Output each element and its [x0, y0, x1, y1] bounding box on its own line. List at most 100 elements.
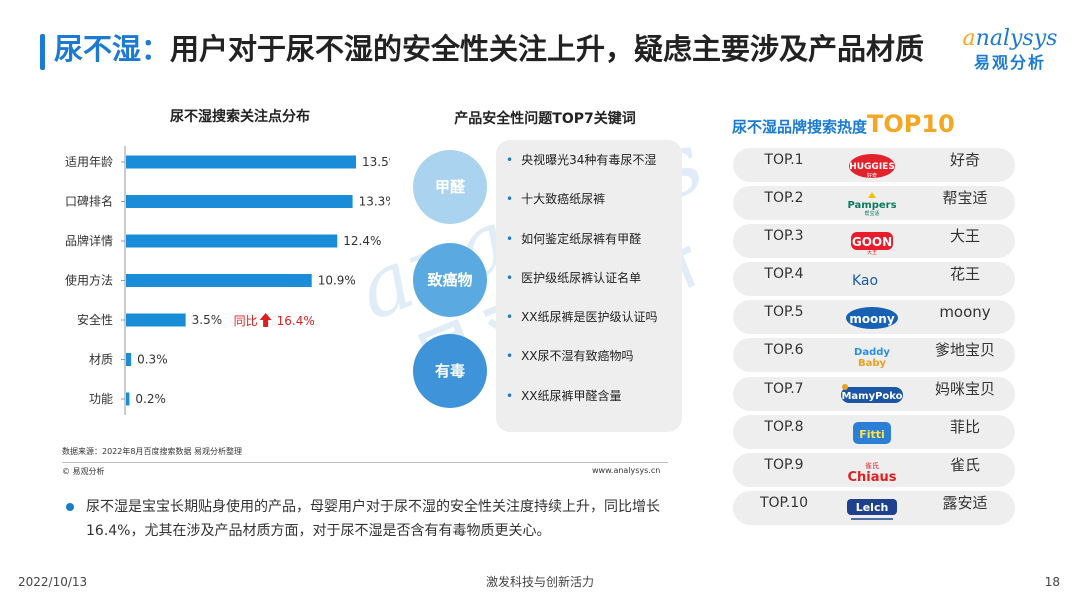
brand-ranking-title-cn: 尿不湿品牌搜索热度 [732, 118, 868, 136]
up-arrow-icon [259, 313, 272, 327]
bar-value-label: 13.5% [362, 155, 390, 169]
keyword-bullet-icon: • [506, 349, 514, 364]
brand-row: TOP.8 Fitti 菲比 [733, 414, 1015, 449]
keyword-category-carcinogen: 致癌物 [413, 243, 487, 317]
bar-category-label: 功能 [89, 392, 113, 406]
brand-row: TOP.9 雀氏 Chiaus 雀氏 [733, 452, 1015, 487]
moony-logo-icon: moony [846, 307, 898, 330]
svg-text:帮宝适: 帮宝适 [864, 210, 879, 217]
page-number: 18 [1044, 575, 1060, 589]
bar [126, 313, 186, 327]
bar-category-label: 材质 [89, 353, 113, 367]
keyword-item: • 如何鉴定纸尿裤有甲醛 [506, 229, 682, 268]
data-source-note: 数据来源：2022年8月百度搜索数据 易观分析整理 [62, 447, 242, 456]
lelch-logo-icon: Lelch [847, 498, 897, 520]
logo-en: analysys [955, 26, 1065, 52]
keyword-bullet-icon: • [506, 388, 514, 403]
keyword-item: • 医护级纸尿裤认证名单 [506, 268, 682, 307]
keyword-text: 十大致癌纸尿裤 [521, 192, 606, 207]
keyword-bullet-icon: • [506, 231, 514, 246]
keyword-text: XX尿不湿有致癌物吗 [521, 349, 634, 364]
keyword-item: • 央视曝光34种有毒尿不湿 [506, 150, 682, 189]
brand-name: 雀氏 [949, 455, 980, 474]
brand-ranking-title: 尿不湿品牌搜索热度TOP10 [732, 110, 1022, 138]
bar-value-label: 12.4% [343, 234, 381, 248]
svg-text:GOON: GOON [852, 235, 892, 249]
svg-text:Chiaus: Chiaus [847, 470, 896, 484]
page-title-rest: 用户对于尿不湿的安全性关注上升，疑虑主要涉及产品材质 [170, 32, 925, 66]
keyword-bullet-icon: • [506, 192, 514, 207]
keyword-category-formaldehyde: 甲醛 [413, 150, 487, 224]
brand-ranking-list: TOP.1 HUGGIES 好奇 好奇 TOP.2 Pampers 帮宝适 帮宝适 TOP.3 G… [733, 148, 1015, 529]
fitti-logo-icon: Fitti [853, 421, 891, 444]
bar-category-label: 口碑排名 [65, 194, 113, 209]
svg-text:Baby: Baby [858, 358, 887, 369]
brand-row: TOP.10 Lelch 露安适 [733, 490, 1015, 525]
summary-bullet-icon [66, 503, 74, 511]
bar [126, 234, 338, 248]
summary: 尿不湿是宝宝长期贴身使用的产品，母婴用户对于尿不湿的安全性关注度持续上升，同比增… [66, 495, 696, 543]
bar [126, 392, 130, 406]
keyword-text: 央视曝光34种有毒尿不湿 [521, 153, 657, 167]
brand-rank: TOP.7 [764, 380, 804, 397]
brand-name: moony [939, 303, 991, 322]
svg-text:好奇: 好奇 [867, 172, 877, 179]
copyright-note: © 易观分析 [62, 467, 105, 476]
bar [126, 353, 132, 366]
keyword-bullet-icon: • [506, 153, 514, 167]
brand-rank: TOP.9 [764, 456, 804, 473]
keyword-category-toxic: 有毒 [413, 334, 487, 408]
svg-text:大王: 大王 [867, 249, 877, 255]
page-title-highlight: 尿不湿： [54, 32, 171, 66]
brand-row: TOP.7 MamyPoko 妈咪宝贝 [733, 376, 1015, 411]
yoy-annotation-value: 16.4% [277, 314, 315, 328]
keyword-item: • XX纸尿裤是医护级认证吗 [506, 307, 682, 346]
brand-ranking-title-top: TOP10 [867, 110, 955, 138]
brand-rank: TOP.6 [764, 342, 804, 359]
brand-rank: TOP.3 [764, 228, 804, 245]
svg-text:moony: moony [849, 312, 895, 326]
mamypoko-logo-icon: MamyPoko [841, 383, 903, 403]
bar-value-label: 13.3% [359, 195, 390, 209]
brand-name: 帮宝适 [942, 189, 988, 208]
page-title: 尿不湿：用户对于尿不湿的安全性关注上升，疑虑主要涉及产品材质 [54, 28, 934, 70]
brand-name: 菲比 [949, 417, 980, 436]
footer-slogan: 激发科技与创新活力 [485, 575, 594, 589]
brand-name: 好奇 [949, 151, 980, 169]
brand-row: TOP.4 Kao 花王 [733, 262, 1015, 297]
svg-text:Daddy: Daddy [854, 347, 890, 358]
keyword-item: • XX尿不湿有致癌物吗 [506, 346, 682, 385]
logo-en-rest: nalysys [975, 26, 1058, 51]
brand-rank: TOP.4 [764, 266, 804, 283]
bar-chart-title: 尿不湿搜索关注点分布 [170, 109, 310, 125]
keyword-text: 如何鉴定纸尿裤有甲醛 [521, 231, 642, 246]
yoy-annotation-label: 同比 [234, 314, 258, 328]
bar-category-label: 品牌详情 [65, 233, 113, 248]
chart-footer-divider [62, 462, 668, 463]
bar-category-label: 适用年龄 [65, 155, 113, 169]
svg-text:Lelch: Lelch [856, 501, 889, 514]
svg-text:Pampers: Pampers [847, 200, 896, 211]
brand-rank: TOP.10 [759, 494, 809, 511]
keyword-item: • 十大致癌纸尿裤 [506, 189, 682, 228]
keyword-text: 医护级纸尿裤认证名单 [521, 270, 642, 285]
keywords-list: • 央视曝光34种有毒尿不湿 • 十大致癌纸尿裤 • 如何鉴定纸尿裤有甲醛 • 医护级纸尿裤认… [496, 140, 682, 425]
keyword-text: XX纸尿裤甲醛含量 [521, 388, 622, 403]
brand-row: TOP.3 GOON 大王 大王 [733, 224, 1015, 259]
brand-rank: TOP.1 [764, 152, 804, 168]
keyword-bullet-icon: • [506, 270, 514, 285]
title-accent-bar [40, 34, 45, 70]
keywords-title: 产品安全性问题TOP7关键词 [454, 111, 636, 127]
brand-row: TOP.2 Pampers 帮宝适 帮宝适 [733, 186, 1015, 221]
brand-name: 妈咪宝贝 [934, 379, 995, 398]
bar [126, 195, 353, 208]
brand-name: 爹地宝贝 [934, 341, 995, 360]
brand-rank: TOP.5 [764, 304, 804, 321]
keyword-text: XX纸尿裤是医护级认证吗 [521, 310, 658, 325]
brand-row: TOP.6 Daddy Baby 爹地宝贝 [733, 338, 1015, 373]
